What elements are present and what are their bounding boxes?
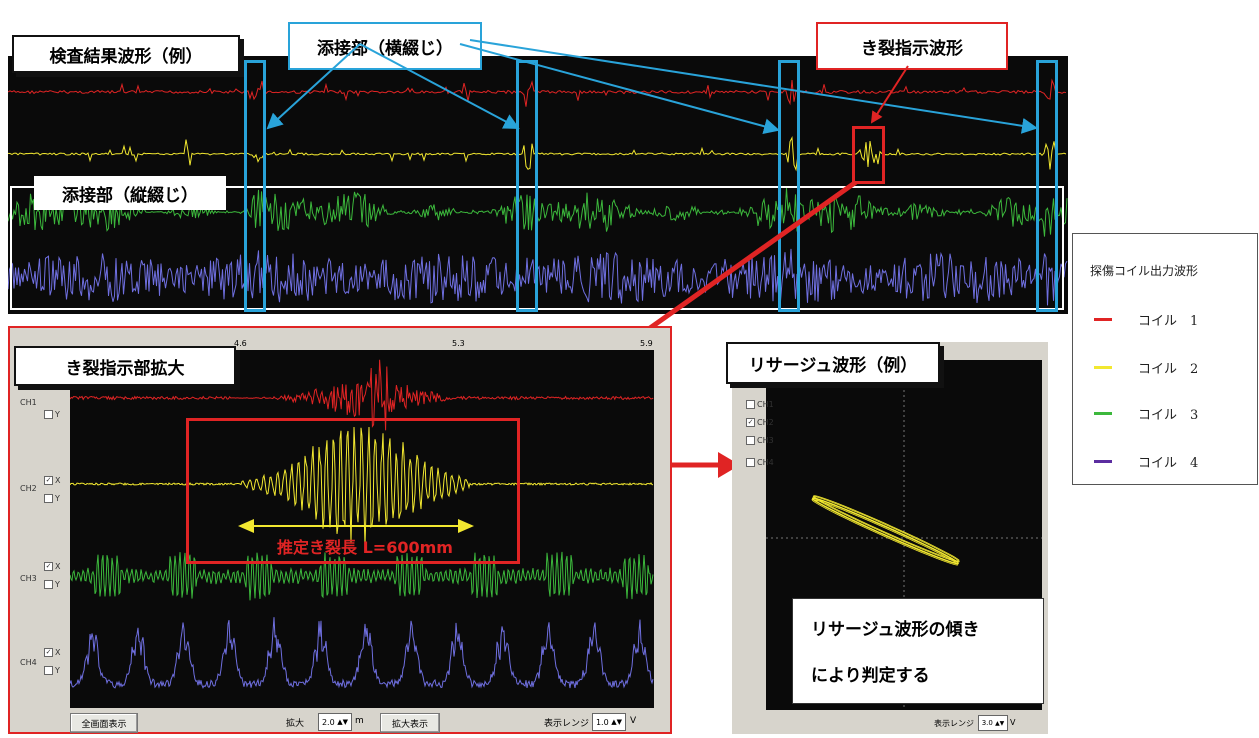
lissajous-range-unit: V	[1010, 718, 1016, 727]
ch1-y-checkbox[interactable]: Y	[44, 410, 60, 419]
crack-box	[852, 126, 885, 184]
lissajous-trace	[811, 499, 959, 566]
weld-horizontal-label: 添接部（横綴じ）	[288, 22, 482, 70]
weld-box-4	[1036, 60, 1058, 312]
lissajous-range-label: 表示レンジ	[934, 719, 974, 728]
legend-swatch	[1094, 318, 1112, 321]
range-label: 表示レンジ	[544, 719, 590, 729]
zoom-unit: m	[355, 716, 364, 726]
legend-item-coil-2: コイル 2	[1094, 358, 1198, 377]
estimated-crack-length: 推定き裂長 L=600mm	[277, 538, 453, 557]
weld-box-1	[244, 60, 266, 312]
tick-label: 5.9	[640, 339, 653, 348]
weld-box-2	[516, 60, 538, 312]
range-unit: V	[630, 716, 637, 726]
ch4-x-checkbox[interactable]: ✓ X	[44, 648, 61, 657]
judgement-box: リサージュ波形の傾き により判定する	[792, 598, 1044, 704]
channel-label: CH2	[20, 484, 37, 493]
lissajous-ch2-checkbox[interactable]: ✓ CH2	[746, 418, 774, 427]
crack-indicator-label: き裂指示波形	[816, 22, 1008, 70]
zoom-value-input[interactable]: 2.0 ▲▼	[318, 713, 352, 731]
zoom-waveform-plot	[70, 350, 654, 708]
zoom-ch3-wave	[70, 551, 654, 601]
zoom-ch2-wave	[70, 426, 654, 545]
zoom-ch4-wave	[70, 617, 654, 689]
tick-label: 5.3	[452, 339, 465, 348]
zoom-label: 拡大	[286, 719, 305, 729]
tick-label: 4.6	[234, 339, 247, 348]
lissajous-label: リサージュ波形（例）	[726, 342, 940, 384]
judgement-line-2: により判定する	[811, 666, 930, 686]
lissajous-ch1-checkbox[interactable]: CH1	[746, 400, 774, 409]
legend-title: 探傷コイル出力波形	[1090, 264, 1199, 278]
lissajous-trace	[811, 497, 959, 565]
crack-zoom-label: き裂指示部拡大	[14, 346, 236, 386]
channel-label: CH3	[20, 574, 37, 583]
full-view-button[interactable]: 全画面表示	[70, 713, 138, 733]
lissajous-ch3-checkbox[interactable]: CH3	[746, 436, 774, 445]
weld-box-3	[778, 60, 800, 312]
ch3-y-checkbox[interactable]: Y	[44, 580, 60, 589]
weld-vertical-label: 添接部（縦綴じ）	[34, 176, 226, 210]
judgement-line-1: リサージュ波形の傾き	[811, 620, 980, 640]
lissajous-trace	[812, 496, 960, 563]
ch3-x-checkbox[interactable]: ✓ X	[44, 562, 61, 571]
legend-swatch	[1094, 412, 1112, 415]
result-waveform-label: 検査結果波形（例）	[12, 35, 240, 73]
lissajous-range-input[interactable]: 3.0 ▲▼	[978, 715, 1008, 731]
ch2-x-checkbox[interactable]: ✓ X	[44, 476, 61, 485]
legend-box	[1072, 233, 1258, 485]
legend-swatch	[1094, 460, 1112, 463]
channel-label: CH4	[20, 658, 37, 667]
lissajous-ch4-checkbox[interactable]: CH4	[746, 458, 774, 467]
legend-item-coil-1: コイル 1	[1094, 310, 1198, 329]
legend-swatch	[1094, 366, 1112, 369]
crack-length-arrow	[238, 519, 474, 533]
zoom-view-button[interactable]: 拡大表示	[380, 713, 440, 733]
legend-item-coil-4: コイル 4	[1094, 452, 1198, 471]
ch4-y-checkbox[interactable]: Y	[44, 666, 60, 675]
crack-zoom-box	[186, 418, 520, 564]
ch2-y-checkbox[interactable]: Y	[44, 494, 60, 503]
channel-label: CH1	[20, 398, 37, 407]
legend-item-coil-3: コイル 3	[1094, 404, 1198, 423]
range-value-input[interactable]: 1.0 ▲▼	[592, 713, 626, 731]
zoom-ch1-wave	[70, 359, 654, 431]
